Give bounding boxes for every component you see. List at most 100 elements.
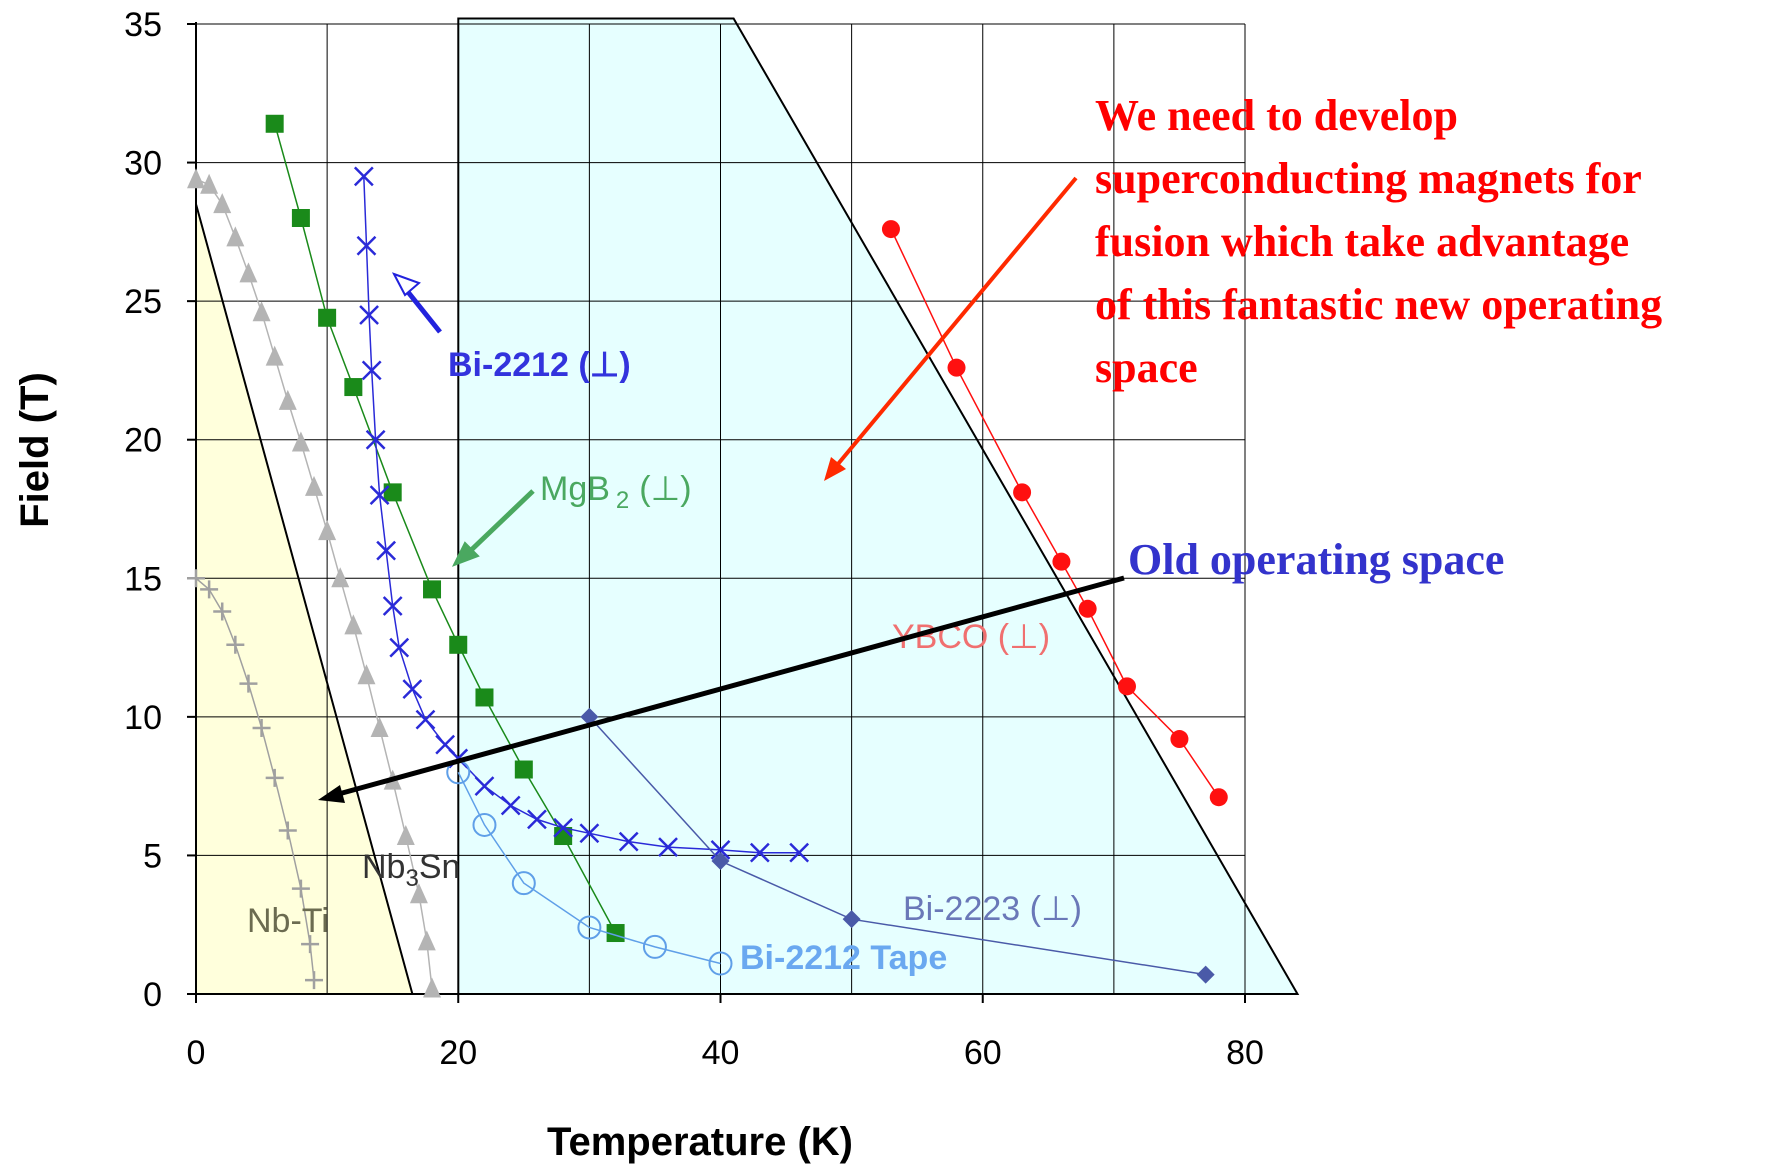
data-point-bi-2212 [789, 842, 810, 863]
data-point-nb-ti [252, 718, 271, 737]
old-space-arrow [334, 575, 1125, 798]
x-tick-label: 0 [187, 1034, 206, 1072]
data-point-bi-2223 [842, 910, 861, 929]
data-point-ybco [1052, 552, 1071, 571]
x-tick-label: 40 [702, 1034, 740, 1072]
data-point-bi-2212 [359, 305, 379, 325]
y-tick-label: 35 [124, 6, 162, 44]
data-point-nb3sn [417, 930, 436, 951]
data-point-nb3sn [344, 614, 363, 635]
data-point-bi-2212 [365, 429, 386, 450]
data-point-nb-ti [187, 569, 205, 588]
data-point-mgb2 [318, 308, 337, 327]
data-point-bi-2212 [553, 817, 574, 838]
y-tick-label: 20 [124, 422, 162, 460]
data-point-nb-ti [239, 674, 258, 693]
label-mgb2-main: MgB [540, 470, 610, 508]
data-point-nb3sn [239, 262, 258, 283]
data-point-nb3sn [187, 168, 205, 189]
data-point-bi-2212-tape [472, 812, 497, 837]
data-point-bi-2212 [527, 809, 547, 830]
data-point-nb3sn [370, 716, 389, 737]
data-point-ybco [947, 358, 966, 377]
y-tick-label: 30 [124, 145, 162, 183]
data-point-ybco [1013, 483, 1032, 502]
data-point-bi-2212 [356, 235, 377, 256]
annotation-arrows [318, 176, 1125, 803]
mgb2-arrowhead [451, 541, 480, 567]
series-line-ybco [890, 228, 1220, 798]
data-point-mgb2 [423, 580, 442, 599]
y-tick-label: 0 [143, 976, 162, 1014]
y-axis-title: Field (T) [13, 372, 57, 528]
data-point-nb3sn [213, 193, 232, 214]
data-point-mgb2 [606, 924, 625, 943]
data-point-nb-ti [305, 971, 324, 990]
data-point-mgb2 [383, 483, 402, 502]
x-tick-label: 80 [1226, 1034, 1264, 1072]
data-point-nb3sn [423, 977, 442, 998]
data-point-bi-2212 [389, 637, 410, 658]
data-point-bi-2212 [382, 596, 403, 616]
data-point-bi-2212 [353, 166, 374, 187]
data-series [187, 114, 1228, 998]
annotation-line-5: space [1095, 343, 1198, 392]
annotation-line-2: superconducting magnets for [1095, 154, 1642, 203]
x-tick-label: 20 [439, 1034, 477, 1072]
data-point-bi-2223 [1196, 965, 1215, 984]
data-point-nb3sn [396, 825, 415, 846]
data-point-nb3sn [252, 301, 271, 322]
data-point-bi-2212 [500, 795, 521, 816]
data-point-bi-2212 [658, 837, 678, 857]
data-point-bi-2212 [579, 823, 600, 844]
data-point-mgb2 [344, 378, 363, 397]
series-bi-2223 [580, 707, 1215, 984]
data-point-mgb2 [449, 635, 468, 654]
data-point-ybco [881, 220, 900, 239]
data-point-bi-2212-tape [577, 915, 602, 940]
data-point-bi-2223 [711, 851, 730, 870]
data-point-nb3sn [357, 664, 376, 685]
data-point-bi-2212 [369, 485, 390, 506]
label-nb3sn-main: Nb [362, 848, 405, 886]
label-nb3sn: Nb3Sn [362, 848, 460, 892]
y-tick-label: 10 [124, 699, 162, 737]
data-point-nb3sn [331, 567, 350, 588]
label-mgb2-tail: (⊥) [639, 470, 691, 508]
series-bi-2212 [353, 166, 810, 863]
data-point-bi-2212 [415, 709, 436, 730]
label-nb3sn-sub: 3 [405, 865, 418, 892]
label-bi2212: Bi-2212 (⊥) [448, 346, 631, 384]
data-point-bi-2212 [402, 679, 423, 700]
new-space-arrowhead [824, 457, 846, 481]
data-point-mgb2 [514, 760, 533, 779]
label-nbti: Nb-Ti [247, 902, 329, 940]
y-tick-label: 15 [124, 560, 162, 598]
x-tick-label: 60 [964, 1034, 1002, 1072]
data-point-bi-2212 [749, 842, 770, 863]
x-axis-title: Temperature (K) [547, 1120, 853, 1164]
data-point-nb3sn [318, 520, 337, 541]
data-point-bi-2212 [376, 540, 397, 561]
data-point-ybco [1078, 599, 1097, 618]
data-point-mgb2 [291, 209, 310, 227]
data-point-nb-ti [213, 602, 232, 621]
data-point-mgb2 [475, 688, 494, 707]
data-point-nb-ti [291, 879, 310, 898]
series-nb-ti [187, 569, 324, 990]
data-point-nb-ti [278, 821, 297, 840]
data-point-nb3sn [278, 389, 297, 410]
series-ybco [881, 220, 1228, 807]
old-operating-space-label: Old operating space [1128, 535, 1504, 584]
data-point-mgb2 [265, 114, 284, 133]
data-point-nb3sn [226, 226, 245, 247]
data-point-ybco [1170, 730, 1189, 749]
series-nb3sn [187, 168, 442, 998]
mgb2-arrow [464, 489, 535, 557]
old-space-arrowhead [318, 785, 345, 803]
data-point-bi-2212-tape [708, 951, 733, 976]
data-point-bi-2212 [474, 776, 495, 797]
y-tick-label: 25 [124, 283, 162, 321]
label-bi2212-tape: Bi-2212 Tape [740, 939, 947, 977]
y-tick-label: 5 [143, 837, 162, 875]
